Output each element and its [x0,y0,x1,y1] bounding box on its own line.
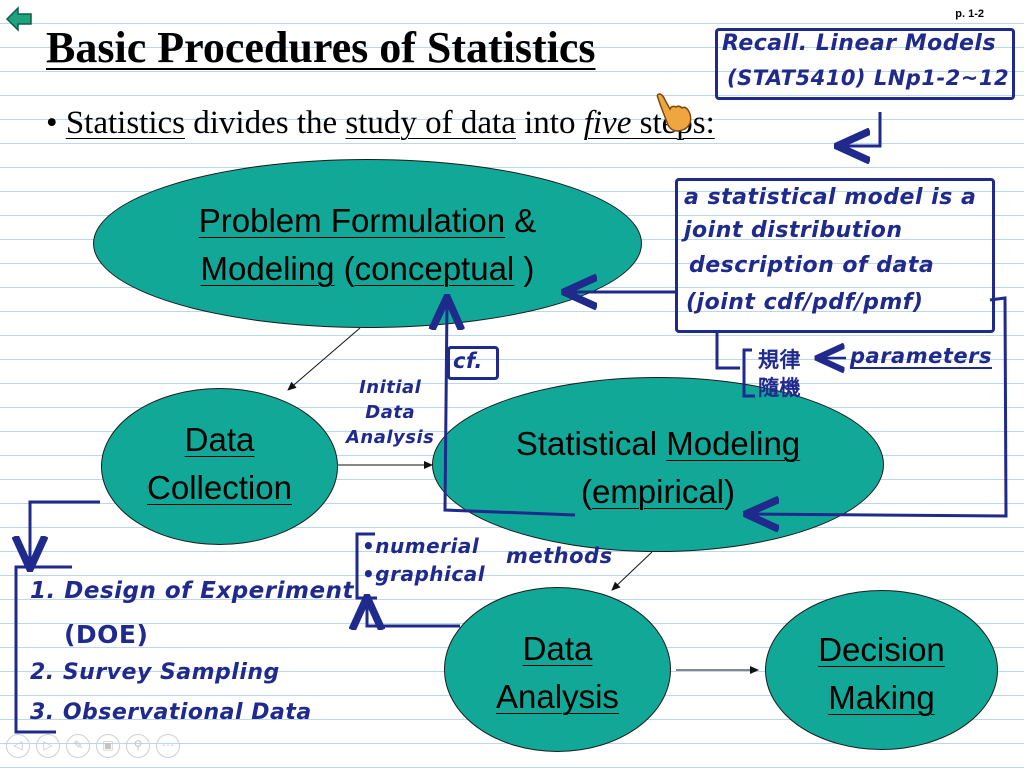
ink-collection-bracket [30,500,100,563]
modeling-line2-c: ) [724,473,736,510]
model-def-line: description of data [689,253,935,278]
arrow-modeling-to-analysis [611,551,653,591]
collection-list-item: (DOE) [64,620,149,649]
collection-line2: Collection [147,469,292,506]
methods-item: •numerial [362,534,480,558]
node-data-collection [101,388,338,545]
ink-param-bracket [715,333,740,370]
collection-line1: Data [184,421,255,458]
next-icon[interactable]: ▷ [36,734,60,758]
collection-list-item: 2. Survey Sampling [30,660,280,685]
initial-line: Data [365,402,416,423]
pointing-hand-icon [656,93,692,132]
bullet-text: • Statistics divides the study of data i… [46,105,715,142]
chinese-note-1: 規律 [758,348,801,372]
ink-arrow-recall [843,112,882,146]
bullet-part: five [583,105,632,141]
parameters-text: parameters [850,344,992,368]
modeling-line2-b: empirical [591,473,725,510]
previous-icon[interactable]: ◁ [6,734,30,758]
model-def-line: a statistical model is a [684,185,977,210]
problem-line1-a: Problem Formulation [198,202,506,239]
methods-note: methods [506,544,613,568]
problem-line2-c: conceptual [354,250,515,287]
initial-line: Analysis [346,427,435,448]
bullet-part: into [515,105,584,141]
bullet-part: study of data [345,105,516,141]
more-icon[interactable]: ⋯ [156,734,180,758]
model-definition-box [675,178,995,333]
problem-line2-d: ) [514,250,535,287]
data-collection-text: Data Collection [101,416,338,512]
slides-icon[interactable]: ▣ [96,734,120,758]
problem-line2-a: Modeling [200,250,335,287]
problem-line1-b: & [505,202,537,239]
initial-line: Initial [359,377,422,398]
node-decision-making [765,590,998,750]
recall-box [715,28,1015,100]
node-data-analysis [444,587,671,752]
page-number: p. 1-2 [955,8,984,20]
bullet-part: divides the [185,105,346,141]
zoom-icon[interactable]: ⚲ [126,734,150,758]
problem-line2-b: ( [334,250,355,287]
back-arrow-icon[interactable] [4,4,34,34]
collection-list-item: 3. Observational Data [30,700,312,725]
page-title: Basic Procedures of Statistics [46,23,596,72]
cf-box [447,346,499,380]
decision-line1: Decision [818,631,945,668]
cf-note: cf. [453,349,483,373]
collection-list-item: 1. Design of Experiment [30,578,354,604]
recall-note-line1: Recall. Linear Models [722,31,997,56]
problem-formulation-text: Problem Formulation & Modeling (conceptu… [93,197,642,293]
methods-item: •graphical [362,562,486,586]
chinese-note-2: 隨機 [758,376,801,400]
bullet-part: Statistics [65,105,185,141]
parameters-note: parameters [850,344,992,368]
initial-analysis-note: Initial Data Analysis [346,375,434,450]
model-def-line: (joint cdf/pdf/pmf) [686,290,924,315]
statistical-modeling-text: Statistical Modeling (empirical) [432,420,884,516]
decision-making-text: Decision Making [765,626,998,722]
pen-icon[interactable]: ✎ [66,734,90,758]
node-problem-formulation [93,159,642,328]
data-analysis-text: Data Analysis [444,625,671,721]
recall-note-line2: (STAT5410) LNp1-2~12 [727,66,1010,90]
model-def-line: joint distribution [684,218,903,243]
analysis-line2: Analysis [496,678,619,715]
decision-line2: Making [828,679,935,716]
modeling-line1-b: Modeling [666,425,801,462]
slide-navigation: ◁ ▷ ✎ ▣ ⚲ ⋯ [6,734,180,758]
bullet-marker: • [46,105,58,141]
analysis-line1: Data [522,630,593,667]
modeling-line2-a: ( [580,473,592,510]
modeling-line1-a: Statistical [515,425,667,462]
ink-analysis-to-methods [367,603,460,626]
